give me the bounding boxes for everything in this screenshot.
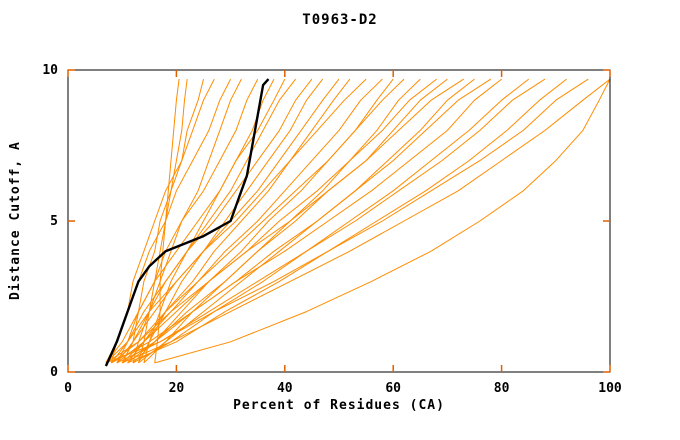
series-line-model-22 [105, 78, 464, 364]
plot-border [67, 69, 611, 373]
x-tick-label: 60 [385, 381, 401, 396]
series-line-model-29 [105, 78, 589, 364]
y-tick-label: 5 [50, 214, 58, 229]
series-line-model-20 [116, 78, 437, 364]
series-line-model-30 [122, 78, 611, 364]
series-line-reference [104, 78, 270, 367]
x-axis-label: Percent of Residues (CA) [233, 398, 445, 413]
series-line-model-16 [121, 78, 383, 364]
series-line-model-18 [111, 78, 405, 364]
series-line-model-10 [121, 78, 296, 364]
series-line-model-27 [116, 78, 546, 364]
chart-title: T0963-D2 [302, 12, 378, 28]
y-tick-label: 10 [42, 63, 58, 78]
series-line-model-07 [116, 78, 259, 364]
series-line-model-28 [127, 78, 567, 364]
x-tick-label: 80 [494, 381, 510, 396]
series-line-model-23 [138, 78, 475, 364]
x-tick-label: 20 [169, 381, 185, 396]
x-tick-label: 40 [277, 381, 293, 396]
series-line-model-26 [132, 78, 530, 364]
series-line-model-15 [105, 78, 367, 364]
x-tick-label: 100 [598, 381, 622, 396]
series-line-model-14 [127, 78, 351, 364]
series-line-model-31 [154, 78, 611, 364]
series-line-model-13 [116, 78, 340, 364]
series-line-model-25 [111, 78, 502, 364]
y-tick-label: 0 [50, 365, 58, 380]
series-line-model-19 [143, 78, 421, 364]
series-line-model-11 [111, 78, 313, 364]
x-tick-label: 0 [64, 381, 72, 396]
series-line-model-09 [105, 78, 286, 364]
series-line-model-17 [132, 78, 394, 364]
series-line-model-24 [121, 78, 492, 364]
series-line-model-21 [127, 78, 448, 364]
series-line-model-03 [121, 78, 204, 364]
